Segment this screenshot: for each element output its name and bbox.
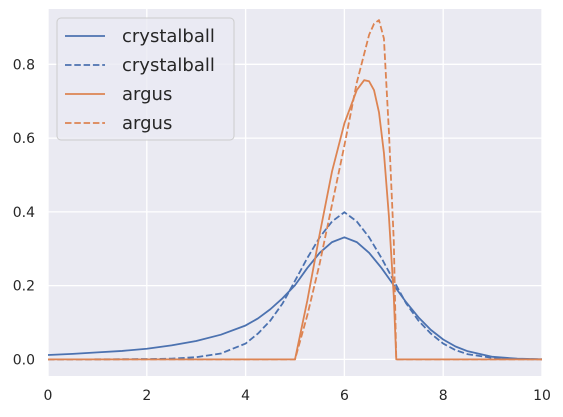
x-tick-label: 6 (340, 388, 349, 404)
x-tick-label: 2 (142, 388, 151, 404)
series-line-3 (48, 19, 542, 361)
legend-label-3: argus (122, 113, 172, 134)
x-tick-label: 8 (439, 388, 448, 404)
y-tick-label: 0.2 (13, 279, 35, 295)
y-tick-label: 0.0 (13, 352, 35, 368)
series-line-1 (47, 211, 543, 361)
grid-lines (47, 9, 543, 376)
tick-labels: 0 2 4 6 8 10 0.0 0.2 0.4 0.6 0.8 (13, 57, 551, 404)
series-line-2 (48, 79, 542, 361)
y-tick-label: 0.4 (13, 205, 35, 221)
x-tick-label: 0 (44, 388, 53, 404)
legend-box (56, 17, 235, 141)
legend: crystalball crystalball argus argus (56, 17, 235, 141)
y-tick-label: 0.8 (13, 57, 35, 73)
x-tick-label: 10 (533, 388, 551, 404)
series-line-0 (47, 236, 543, 361)
x-tick-label: 4 (241, 388, 250, 404)
legend-label-1: crystalball (122, 55, 215, 76)
legend-label-2: argus (122, 84, 172, 105)
legend-label-0: crystalball (122, 26, 215, 47)
y-tick-label: 0.6 (13, 131, 35, 147)
series-lines (47, 19, 543, 361)
